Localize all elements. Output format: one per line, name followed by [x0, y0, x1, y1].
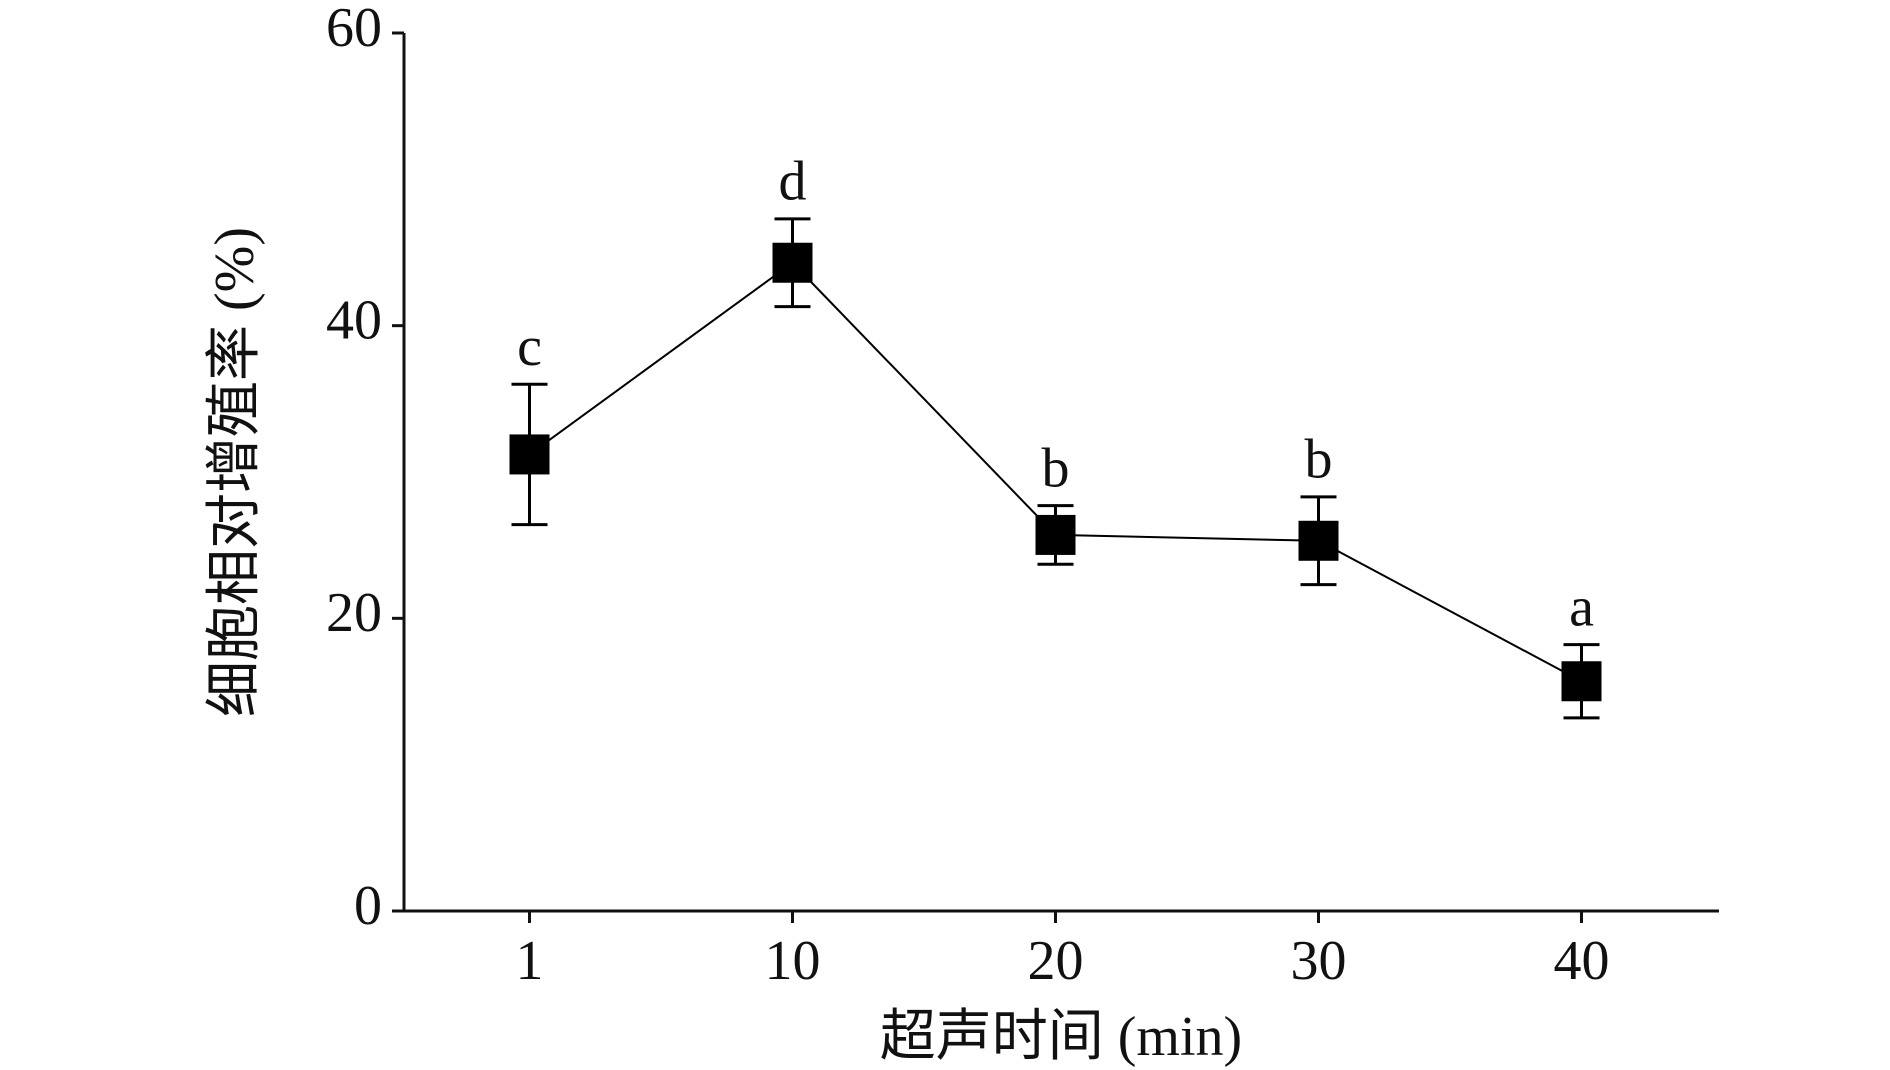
- marker: [1035, 514, 1076, 555]
- y-tick-label: 0: [354, 875, 382, 937]
- y-axis-title: 细胞相对增殖率 (%): [204, 227, 266, 717]
- x-tick-label: 10: [765, 930, 821, 992]
- significance-label: b: [1305, 429, 1333, 491]
- significance-label: d: [779, 151, 807, 213]
- y-tick-label: 40: [326, 290, 382, 352]
- marker: [1561, 661, 1602, 702]
- x-axis-title: 超声时间 (min): [880, 1006, 1242, 1068]
- y-tick-label: 60: [326, 0, 382, 59]
- significance-label: c: [517, 316, 542, 378]
- significance-label: b: [1042, 438, 1070, 500]
- marker: [509, 434, 550, 475]
- x-tick-label: 1: [516, 930, 544, 992]
- x-tick-label: 40: [1554, 930, 1610, 992]
- x-tick-label: 20: [1028, 930, 1084, 992]
- marker: [1298, 520, 1339, 561]
- x-tick-label: 30: [1291, 930, 1347, 992]
- y-tick-label: 20: [326, 582, 382, 644]
- significance-label: a: [1569, 577, 1594, 639]
- marker: [772, 242, 813, 283]
